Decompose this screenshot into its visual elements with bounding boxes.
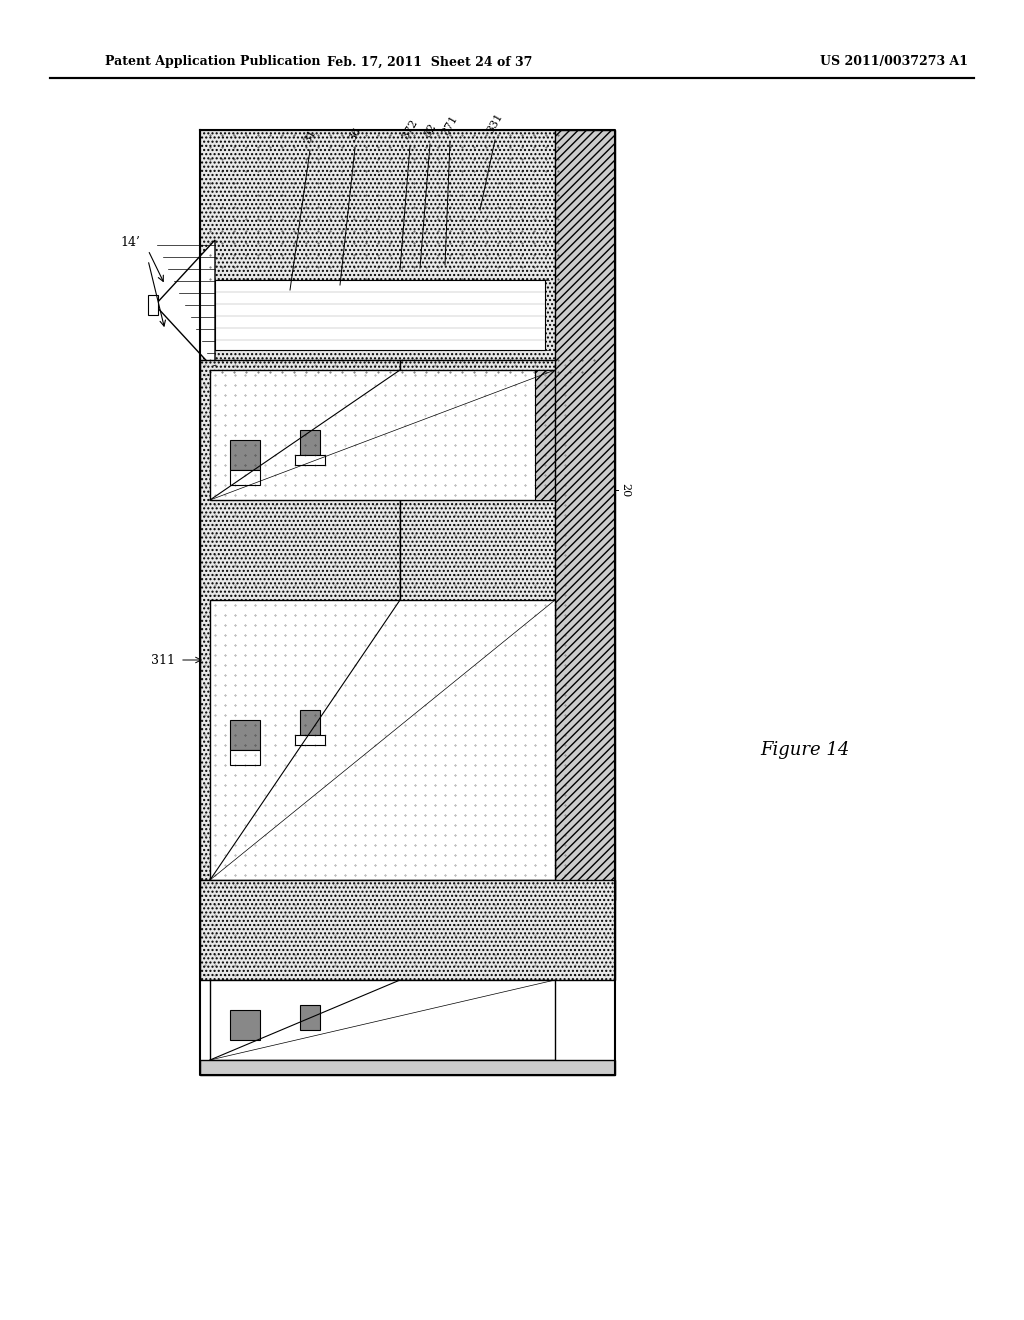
Bar [148, 294, 158, 315]
Bar [210, 370, 555, 500]
Bar [200, 880, 615, 979]
Bar [300, 710, 319, 735]
Text: 32: 32 [422, 121, 438, 139]
Text: Figure 14: Figure 14 [760, 741, 849, 759]
Bar [230, 440, 260, 470]
Bar [210, 979, 555, 1060]
Bar [555, 129, 615, 900]
Text: 331: 331 [485, 111, 505, 135]
Text: Patent Application Publication: Patent Application Publication [105, 55, 321, 69]
Bar [400, 360, 570, 880]
Text: 14’: 14’ [120, 236, 140, 249]
Bar [300, 430, 319, 455]
Text: 371: 371 [440, 114, 460, 137]
Bar [200, 360, 400, 880]
Bar [200, 1060, 615, 1074]
Text: 372: 372 [400, 117, 420, 141]
Text: 311: 311 [151, 653, 175, 667]
Bar [300, 1005, 319, 1030]
Bar [215, 280, 545, 350]
Text: US 2011/0037273 A1: US 2011/0037273 A1 [820, 55, 968, 69]
Bar [230, 719, 260, 750]
Bar [230, 470, 260, 484]
Text: 31: 31 [302, 128, 317, 145]
Bar [230, 1010, 260, 1040]
Bar [210, 601, 555, 880]
Text: 20: 20 [620, 483, 630, 498]
Bar [295, 735, 325, 744]
Bar [535, 370, 560, 500]
Bar [295, 455, 325, 465]
Polygon shape [200, 129, 590, 360]
Bar [230, 750, 260, 766]
Polygon shape [155, 240, 215, 370]
Text: 36: 36 [347, 125, 362, 143]
Text: Feb. 17, 2011  Sheet 24 of 37: Feb. 17, 2011 Sheet 24 of 37 [328, 55, 532, 69]
